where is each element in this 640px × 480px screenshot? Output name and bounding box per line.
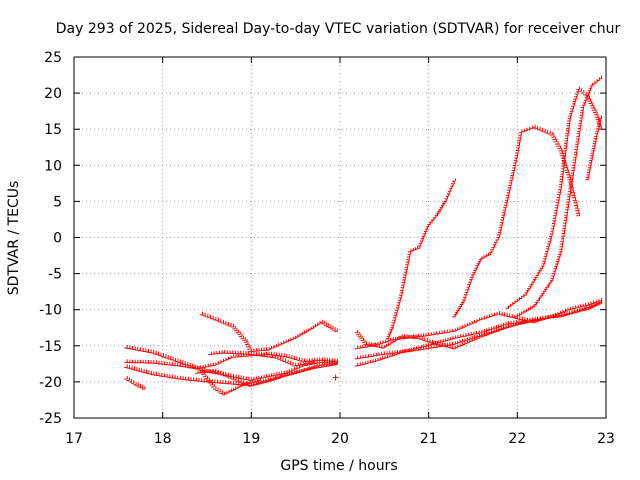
- marker-trace: [505, 86, 603, 309]
- y-axis-label: SDTVAR / TECUs: [6, 181, 22, 296]
- marker-trace: [354, 299, 603, 350]
- series-track-d: [124, 376, 146, 390]
- x-tick-label: 21: [420, 431, 438, 447]
- series-track-k: [354, 298, 603, 350]
- marker-trace: [354, 298, 603, 350]
- y-tick-label: 20: [44, 86, 62, 102]
- series-track-o: [452, 124, 580, 318]
- marker-trace: [124, 376, 146, 390]
- marker-trace: [354, 312, 563, 367]
- y-tick-label: 0: [53, 231, 62, 247]
- data-points: [124, 75, 603, 396]
- series-track-e: [195, 361, 338, 387]
- marker-trace: [514, 75, 603, 318]
- series-track-g: [199, 369, 261, 396]
- marker-trace: [195, 361, 338, 387]
- marker-trace: [199, 369, 261, 396]
- series-track-q: [514, 75, 603, 318]
- series-track-h: [208, 350, 314, 367]
- y-tick-label: -10: [39, 303, 62, 319]
- chart-title: Day 293 of 2025, Sidereal Day-to-day VTE…: [56, 21, 621, 37]
- series-track-r: [585, 115, 603, 181]
- x-tick-label: 17: [65, 431, 83, 447]
- marker-trace: [208, 350, 314, 367]
- y-tick-label: 5: [53, 194, 62, 210]
- y-tick-label: 25: [44, 50, 62, 66]
- x-tick-label: 22: [508, 431, 526, 447]
- grid: [74, 57, 606, 418]
- x-tick-label: 20: [331, 431, 349, 447]
- series-track-f: [199, 311, 338, 353]
- x-tick-label: 19: [242, 431, 260, 447]
- series-track-j: [354, 299, 603, 350]
- marker-trace: [385, 178, 456, 340]
- y-tick-label: -25: [39, 411, 62, 427]
- series-track-m: [354, 312, 563, 367]
- plot-frame: [73, 56, 607, 419]
- x-axis-label: GPS time / hours: [280, 458, 397, 474]
- marker-trace: [332, 374, 339, 381]
- marker-trace: [199, 311, 338, 353]
- y-tick-label: 10: [44, 158, 62, 174]
- series-track-i: [332, 374, 339, 381]
- y-tick-label: -15: [39, 339, 62, 355]
- y-tick-label: 15: [44, 122, 62, 138]
- series-track-p: [505, 86, 603, 309]
- series-track-n: [385, 178, 456, 340]
- x-tick-label: 23: [597, 431, 615, 447]
- x-tick-label: 18: [154, 431, 172, 447]
- marker-trace: [585, 115, 603, 181]
- y-tick-label: -20: [39, 375, 62, 391]
- axis-ticks: 17 18 19 20 21 22 23 -25 -20 -15 -10 -5 0 5 10 15 20 25: [39, 50, 615, 447]
- marker-trace: [452, 124, 580, 318]
- y-tick-label: -5: [48, 267, 62, 283]
